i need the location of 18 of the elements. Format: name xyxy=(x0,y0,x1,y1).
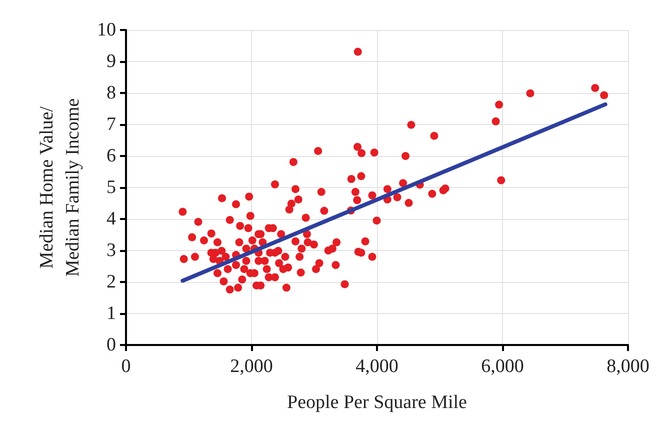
x-tick-label: 2,000 xyxy=(230,356,273,377)
x-tick-label: 8,000 xyxy=(606,356,650,377)
y-tick-label: 6 xyxy=(106,146,116,166)
y-tick-label: 3 xyxy=(106,240,116,261)
y-axis-title: Median Home Value/ Median Family Income xyxy=(36,98,84,277)
x-tick-label: 4,000 xyxy=(356,356,398,377)
y-tick-label: 4 xyxy=(106,208,116,230)
x-tick-label: 6,000 xyxy=(481,356,524,377)
x-tick-label: 0 xyxy=(121,356,131,377)
y-tick-label: 2 xyxy=(106,272,116,292)
y-tick-label: 8 xyxy=(106,82,116,104)
y-tick-label: 9 xyxy=(106,51,116,72)
y-tick-label: 1 xyxy=(106,303,116,324)
x-axis-title: People Per Square Mile xyxy=(287,392,467,413)
y-tick-label: 10 xyxy=(97,20,116,40)
y-tick-label: 0 xyxy=(106,334,116,356)
y-tick-label: 5 xyxy=(106,177,116,198)
y-tick-label: 7 xyxy=(106,114,116,135)
